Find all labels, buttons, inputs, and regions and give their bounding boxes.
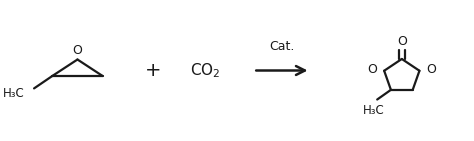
Text: Cat.: Cat. [269, 39, 294, 53]
Text: +: + [145, 61, 161, 80]
Text: H₃C: H₃C [363, 104, 385, 117]
Text: O: O [397, 35, 407, 48]
Text: CO$_2$: CO$_2$ [190, 61, 220, 80]
Text: O: O [367, 63, 377, 76]
Text: O: O [426, 63, 436, 76]
Text: H₃C: H₃C [3, 87, 25, 100]
Text: O: O [73, 44, 82, 57]
